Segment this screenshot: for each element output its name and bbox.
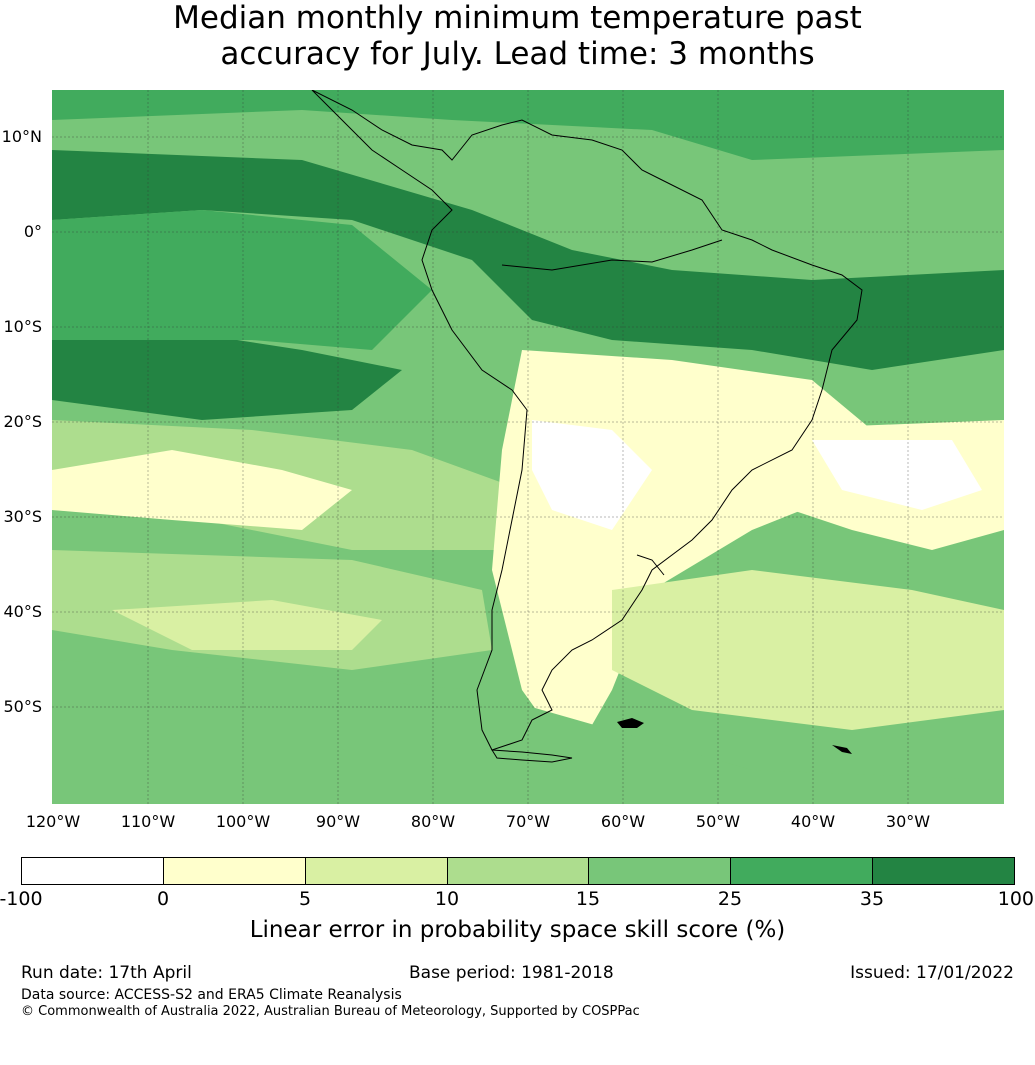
amazon-river <box>501 239 723 271</box>
skill-band-atlantic-white <box>812 440 982 510</box>
skill-band-equatorial-dark <box>52 330 402 420</box>
lat-label: 20°S <box>3 412 42 431</box>
skill-band-southern-light <box>612 570 1004 730</box>
colorbar-tick-label: 10 <box>434 888 460 910</box>
skill-band-pacific-medium <box>52 210 432 350</box>
lat-label: 50°S <box>3 697 42 716</box>
skill-band-subtropical-pale <box>52 450 352 530</box>
colorbar-segment <box>589 858 731 884</box>
skill-band-southern-medium <box>52 660 1004 804</box>
colorbar-tick-label: 100 <box>997 888 1034 910</box>
colorbar-segment <box>448 858 589 884</box>
lat-label: 30°S <box>3 507 42 526</box>
colorbar-tick-label: 25 <box>717 888 743 910</box>
lon-label: 120°W <box>25 812 81 831</box>
colorbar-segment <box>731 858 873 884</box>
issued-date: Issued: 17/01/2022 <box>850 963 1014 983</box>
lon-label: 50°W <box>695 812 741 831</box>
lat-label: 10°S <box>3 317 42 336</box>
south-georgia-island <box>832 745 852 754</box>
base-period: Base period: 1981-2018 <box>409 963 614 983</box>
lon-label: 110°W <box>120 812 176 831</box>
run-date: Run date: 17th April <box>21 963 192 983</box>
skill-band-tropical-dark <box>52 150 1004 370</box>
title-line-1: Median monthly minimum temperature past <box>173 0 862 36</box>
graticule <box>52 90 1004 804</box>
colorbar-segment <box>873 858 1014 884</box>
skill-score-map <box>52 90 1004 804</box>
lat-label: 0° <box>23 222 42 241</box>
copyright: © Commonwealth of Australia 2022, Austra… <box>21 1004 640 1019</box>
skill-band-north-dark <box>52 90 1004 160</box>
colorbar-segment <box>22 858 164 884</box>
colorbar-tick-label: -100 <box>0 888 43 910</box>
colorbar-segment <box>164 858 306 884</box>
colorbar-tick-label: 0 <box>156 888 170 910</box>
lon-label: 90°W <box>315 812 361 831</box>
colorbar-tick-label: 5 <box>298 888 312 910</box>
falkland-islands <box>617 718 644 728</box>
colorbar-tick-label: 35 <box>859 888 885 910</box>
colorbar-label: Linear error in probability space skill … <box>249 917 786 943</box>
lon-label: 30°W <box>885 812 931 831</box>
map-canvas <box>52 90 1004 804</box>
data-source: Data source: ACCESS-S2 and ERA5 Climate … <box>21 987 402 1003</box>
title-line-2: accuracy for July. Lead time: 3 months <box>220 36 815 72</box>
colorbar <box>21 857 1015 885</box>
la-plata-river <box>636 554 665 576</box>
south-america-coastline <box>311 90 863 751</box>
colorbar-tick-label: 15 <box>575 888 601 910</box>
lon-label: 40°W <box>790 812 836 831</box>
lon-label: 100°W <box>215 812 271 831</box>
lat-label: 10°N <box>1 127 42 146</box>
map-title: Median monthly minimum temperature past … <box>0 0 1035 72</box>
skill-band-continent-white <box>532 420 652 530</box>
lon-label: 80°W <box>410 812 456 831</box>
tierra-del-fuego <box>491 749 573 763</box>
skill-band-pacific-south-pale <box>112 600 382 650</box>
colorbar-segment <box>306 858 448 884</box>
lon-label: 70°W <box>505 812 551 831</box>
lon-label: 60°W <box>600 812 646 831</box>
lat-label: 40°S <box>3 602 42 621</box>
